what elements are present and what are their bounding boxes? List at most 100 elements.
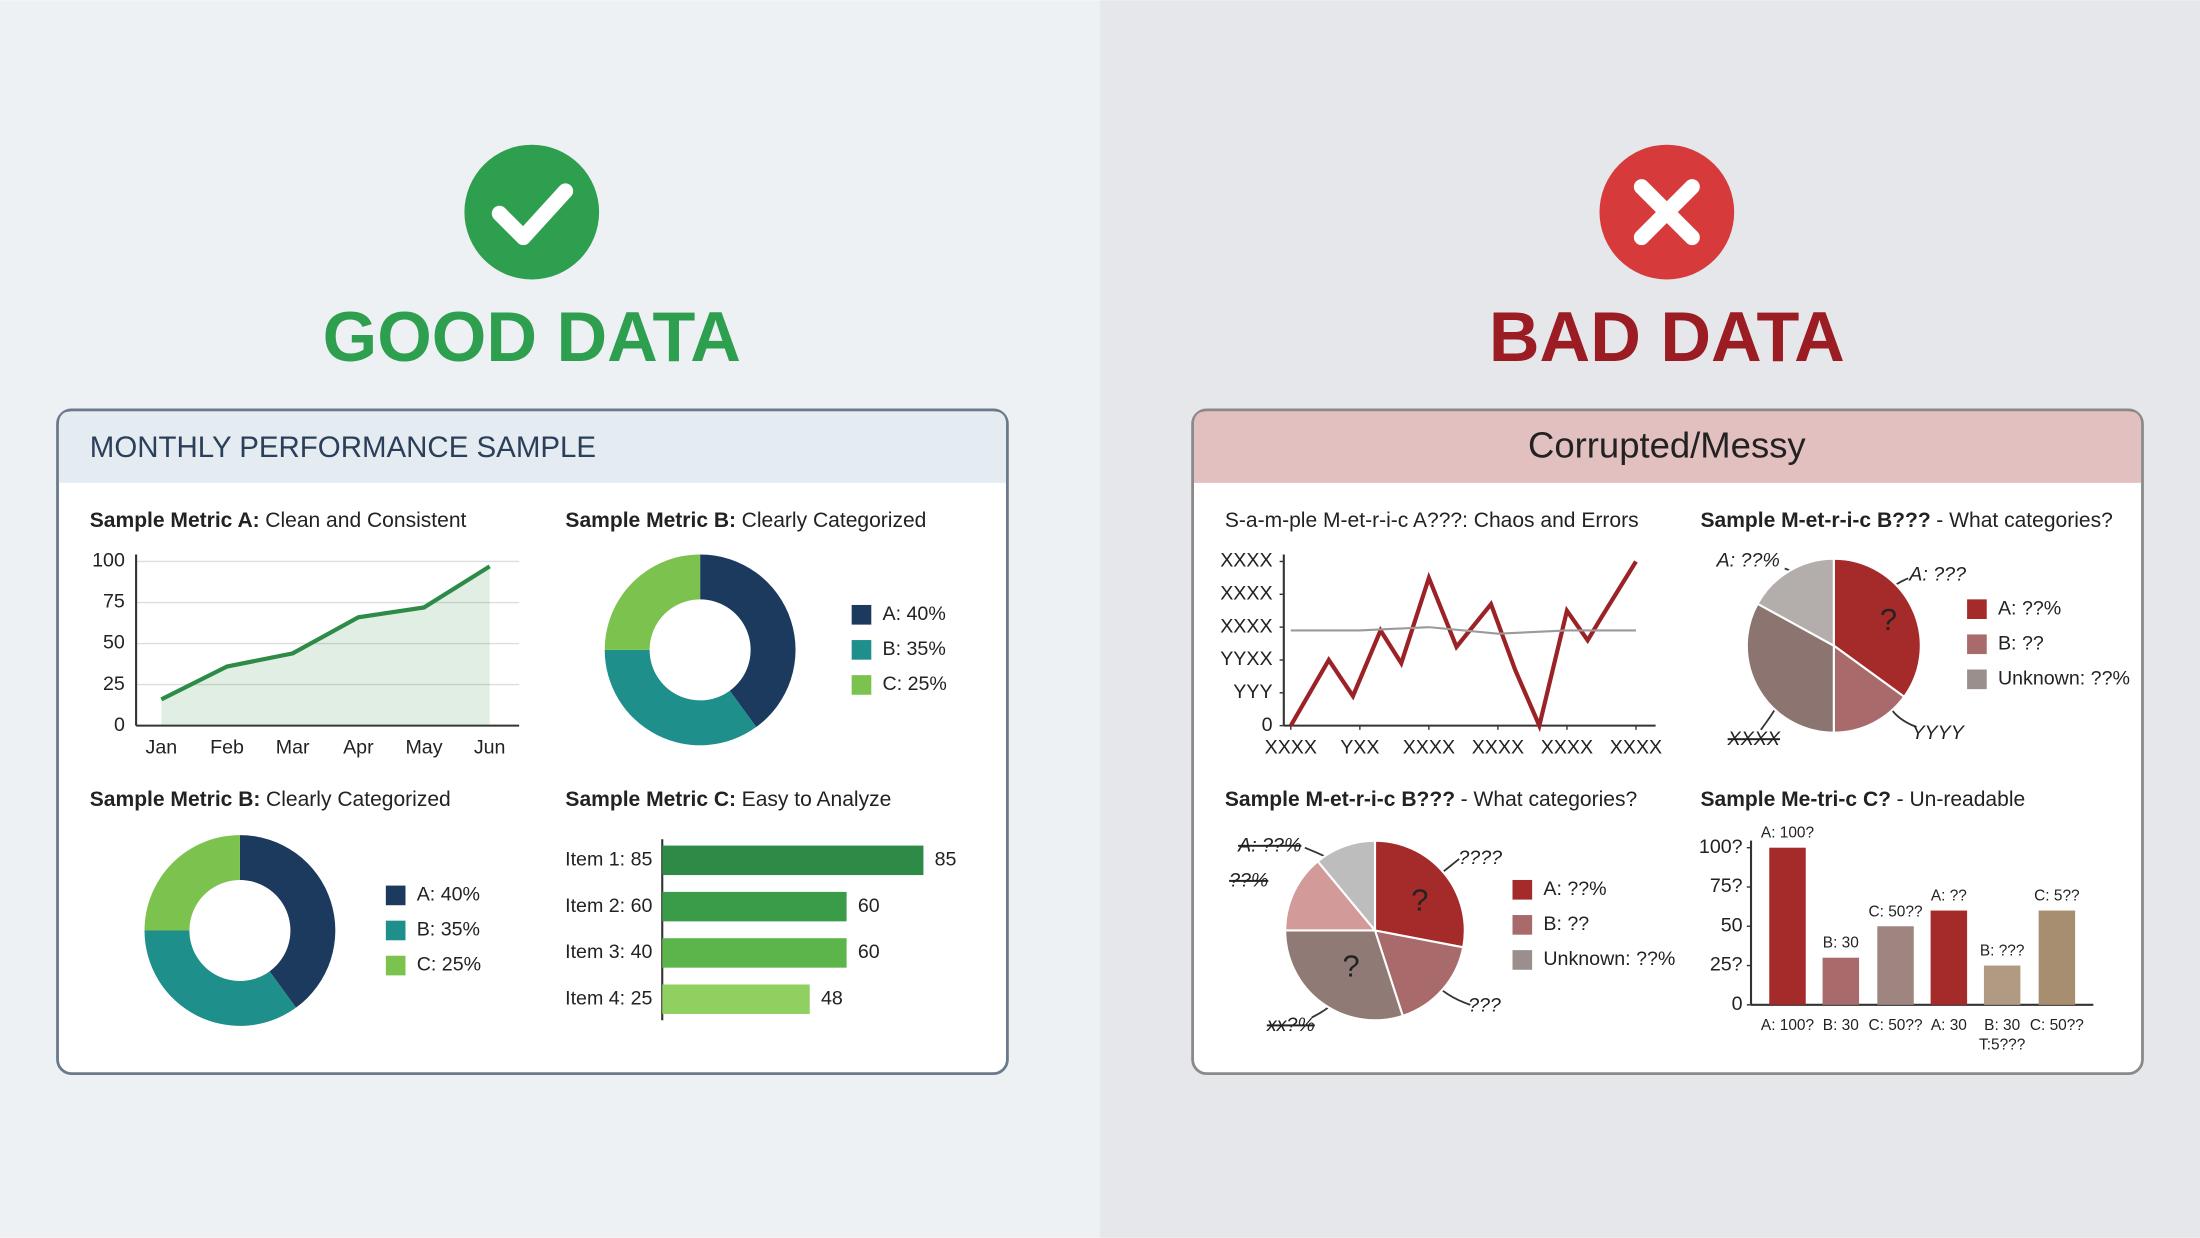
slice <box>239 835 336 1008</box>
annotation: ? <box>1343 949 1360 984</box>
legend-swatch <box>851 604 872 625</box>
bar <box>2038 910 2076 1005</box>
chart-title: Sample Metric B: Clearly Categorized <box>565 508 926 531</box>
value-label: 60 <box>858 941 880 963</box>
x-tick-label: C: 50?? <box>2030 1017 2084 1034</box>
value-label: 60 <box>858 895 880 917</box>
chart-title-lead: Sample Metric B: <box>565 508 736 531</box>
x-tick-label: YXX <box>1340 736 1379 758</box>
y-tick-label: 0 <box>114 714 125 736</box>
x-tick-label: A: 30 <box>1931 1017 1967 1034</box>
bar <box>1877 926 1914 1005</box>
chart-title-lead: Sample M-et-r-i-c B??? <box>1701 508 1931 531</box>
slice <box>144 930 297 1026</box>
legend-label: B: 35% <box>883 638 946 660</box>
bar <box>1930 910 1968 1005</box>
category-label: Item 4: 25 <box>565 987 652 1009</box>
category-label: Item 2: 60 <box>565 895 652 917</box>
y-tick-label: 75? <box>1710 875 1743 897</box>
good-panel-title: MONTHLY PERFORMANCE SAMPLE <box>90 431 596 464</box>
slice <box>1745 602 1835 734</box>
bad-heading: BAD DATA <box>1489 297 1845 376</box>
legend-swatch <box>1512 950 1533 970</box>
legend-label: B: 35% <box>417 919 480 941</box>
annotation: ??? <box>1468 994 1501 1016</box>
line <box>160 564 491 702</box>
slice <box>1284 859 1378 932</box>
legend-label: Unknown: ??% <box>1998 668 2130 690</box>
x-tick-label: May <box>405 736 442 758</box>
y-tick-label: 0 <box>1262 714 1273 736</box>
legend-label: B: ?? <box>1998 632 2044 654</box>
legend-swatch <box>1512 879 1533 900</box>
bar-label: A: 100? <box>1761 825 1814 842</box>
legend-label: A: ??% <box>1998 597 2061 619</box>
bar <box>1769 847 1806 1005</box>
legend-swatch <box>1967 599 1987 619</box>
chart-title: Sample Metric C: Easy to Analyze <box>565 788 891 811</box>
x-tick-label: B: 30 <box>1984 1017 2020 1034</box>
chart-title: Sample M-et-r-i-c B??? - What categories? <box>1225 788 1637 811</box>
slice <box>1756 557 1835 648</box>
annotation: A: ??% <box>1237 834 1301 856</box>
legend-swatch <box>385 920 406 941</box>
slice <box>700 554 796 728</box>
legend-label: A: 40% <box>417 884 480 906</box>
legend-label: C: 25% <box>417 954 481 976</box>
y-tick-label: 50 <box>103 632 125 654</box>
annotation: ???? <box>1458 847 1502 869</box>
bar-label: C: 50?? <box>1869 903 1923 920</box>
legend-swatch <box>385 885 406 906</box>
note: T:5??? <box>1979 1037 2025 1054</box>
y-tick-label: 50 <box>1721 914 1743 936</box>
good-panel-header <box>58 411 1006 483</box>
chart-title: Sample Me-tri-c C? - Un-readable <box>1701 788 2026 811</box>
bad-panel-header <box>1194 411 2142 483</box>
chart-title-text: S-a-m-ple M-et-r-i-c A???: Chaos and Err… <box>1225 508 1639 531</box>
y-tick-label: XXXX <box>1220 582 1272 604</box>
value-label: 48 <box>821 987 843 1009</box>
category-label: Item 3: 40 <box>565 941 652 963</box>
y-tick-label: 25 <box>103 673 125 695</box>
legend-label: B: ?? <box>1543 913 1589 935</box>
x-tick-label: A: 100? <box>1761 1017 1814 1034</box>
bad-panel-title: Corrupted/Messy <box>1528 424 1806 465</box>
legend-swatch <box>851 675 872 695</box>
chart-title-lead: Sample M-et-r-i-c B??? <box>1225 788 1455 811</box>
bar <box>662 891 847 922</box>
chart-title-text: Clearly Categorized <box>266 788 451 811</box>
bar <box>662 984 810 1014</box>
x-tick-label: XXXX <box>1610 736 1662 758</box>
x-tick-label: XXXX <box>1472 736 1524 758</box>
y-tick-label: 100? <box>1699 836 1743 858</box>
chart-title-lead: Sample Metric C: <box>565 788 736 811</box>
annotation: YYYY <box>1911 722 1965 744</box>
area <box>161 566 490 726</box>
y-tick-label: XXXX <box>1220 550 1272 572</box>
slice <box>604 554 701 650</box>
x-tick-label: XXXX <box>1403 736 1455 758</box>
x-tick-label: B: 30 <box>1823 1017 1859 1034</box>
y-tick-label: XXXX <box>1220 615 1272 637</box>
legend-swatch <box>1967 634 1987 655</box>
good-heading: GOOD DATA <box>323 297 741 376</box>
chart-title-text: Clean and Consistent <box>265 508 466 531</box>
bar-label: A: ?? <box>1931 888 1967 905</box>
line <box>1290 626 1636 635</box>
bar <box>1983 965 2021 1005</box>
x-tick-label: Mar <box>276 736 310 758</box>
x-tick-label: XXXX <box>1265 736 1317 758</box>
legend-swatch <box>385 955 406 976</box>
x-tick-label: Feb <box>210 736 244 758</box>
slice <box>1316 839 1377 934</box>
legend-label: A: ??% <box>1543 878 1606 900</box>
annotation: XXXX <box>1727 728 1781 750</box>
bar <box>1822 957 1860 1005</box>
bar <box>662 938 847 968</box>
chart-title: Sample M-et-r-i-c B??? - What categories? <box>1701 508 2113 531</box>
bar <box>662 845 924 876</box>
slice <box>1832 643 1906 734</box>
legend-label: C: 25% <box>883 673 947 695</box>
x-tick-label: Apr <box>343 736 374 758</box>
